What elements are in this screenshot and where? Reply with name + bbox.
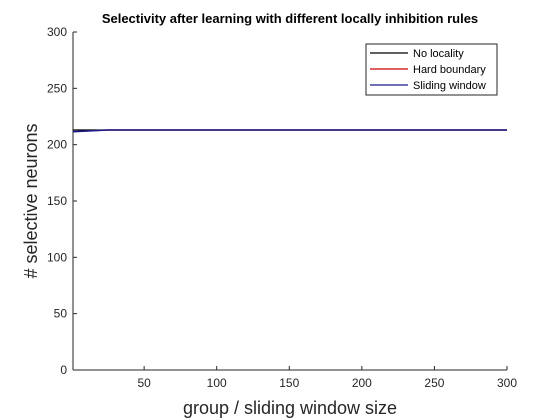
x-tick-label: 100 bbox=[207, 376, 227, 390]
chart-title: Selectivity after learning with differen… bbox=[102, 11, 478, 26]
legend: No locality Hard boundary Sliding window bbox=[365, 43, 498, 96]
y-tick-label: 200 bbox=[47, 138, 67, 152]
x-axis: 50 100 150 200 250 300 bbox=[137, 366, 517, 390]
x-tick-label: 250 bbox=[424, 376, 444, 390]
x-tick-label: 50 bbox=[137, 376, 151, 390]
legend-label: No locality bbox=[413, 48, 464, 60]
legend-label: Sliding window bbox=[413, 80, 486, 92]
x-tick-label: 150 bbox=[279, 376, 299, 390]
y-tick-label: 300 bbox=[47, 25, 67, 39]
y-tick-label: 250 bbox=[47, 81, 67, 95]
y-tick-label: 100 bbox=[47, 250, 67, 264]
series-line-sliding-window bbox=[72, 129, 507, 133]
series-lines bbox=[72, 129, 507, 133]
x-tick-label: 300 bbox=[497, 376, 517, 390]
legend-label: Hard boundary bbox=[413, 64, 486, 76]
y-tick-label: 50 bbox=[54, 307, 68, 321]
x-axis-label: group / sliding window size bbox=[183, 398, 397, 418]
y-tick-label: 0 bbox=[60, 363, 67, 377]
y-axis-label: # selective neurons bbox=[21, 123, 41, 278]
y-axis: 0 50 100 150 200 250 300 bbox=[47, 25, 77, 377]
x-tick-label: 200 bbox=[352, 376, 372, 390]
y-tick-label: 150 bbox=[47, 194, 67, 208]
